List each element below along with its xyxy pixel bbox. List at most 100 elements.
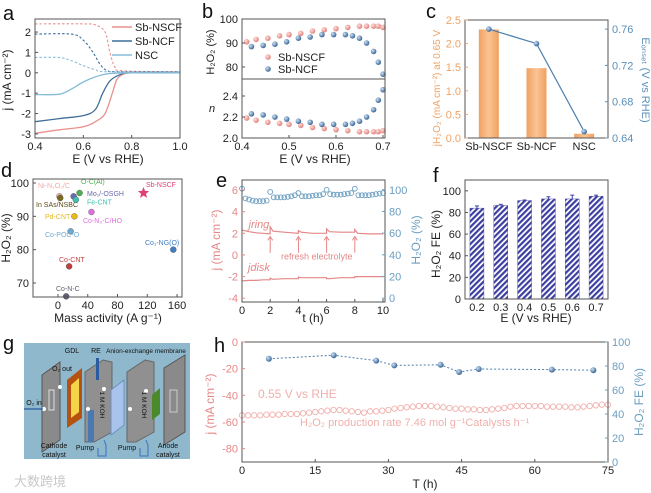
h2o2-point <box>327 191 333 197</box>
y-tick-label: 90 <box>226 38 238 50</box>
current-point <box>470 406 477 413</box>
n-point-Sb-NCF <box>319 121 325 128</box>
lower-y-axis-label: n <box>209 103 215 115</box>
pump-label: Pump <box>118 445 136 452</box>
h2o2-point <box>306 193 312 200</box>
bar-0.6 <box>565 198 580 300</box>
y-tick-label: 100 <box>220 14 238 26</box>
category-label: 0.7 <box>588 302 603 314</box>
point-label: In SAs/NSBC <box>36 202 78 209</box>
y-tick-label: 60 <box>449 229 461 241</box>
point-label: Mo₁/-OSGH <box>87 191 124 198</box>
h2o2-point <box>373 191 379 197</box>
membrane-label: Anion-exchange membrane <box>106 348 186 355</box>
h2o2-point-Sb-NCF <box>272 41 278 47</box>
h2o2-point <box>246 196 252 203</box>
panel-letter-b: b <box>202 1 213 23</box>
port-marker <box>102 387 106 391</box>
current-point <box>586 402 593 410</box>
y-tick-label: 0.68 <box>612 97 633 109</box>
point-marker <box>63 293 70 300</box>
point-label: Pd-CNT <box>45 214 71 221</box>
h2o2-point <box>337 191 344 198</box>
legend-label: Sb-NCF <box>135 36 175 48</box>
cathode-end-plate <box>41 361 61 453</box>
current-point <box>482 406 490 414</box>
panel-letter-c: c <box>426 1 436 23</box>
o2-out-label: O₂ out <box>52 366 72 373</box>
current-point <box>330 406 337 414</box>
reference-electrode <box>96 358 99 380</box>
y-tick-label: 0 <box>232 337 238 349</box>
panel-g-flow-cell-diagram: GDL RE Anion-exchange membrane O₂ out O₂ in 1… <box>24 343 190 459</box>
x-tick-label: 0.4 <box>234 141 249 153</box>
h2o2-point <box>302 193 309 200</box>
x-tick-label: 75 <box>602 465 614 477</box>
ring-current-line-Sb-NSCF <box>34 23 181 73</box>
y-tick-label: 2.5 <box>446 15 461 27</box>
panel-letter-a: a <box>3 3 15 25</box>
category-label: Sb-NSCF <box>465 141 512 153</box>
h2o2-point <box>309 192 316 199</box>
x-axis-label: T (h) <box>412 477 437 491</box>
legend-label: Sb-NCF <box>278 64 318 76</box>
current-point <box>519 402 526 410</box>
y-tick-label: 70 <box>17 278 29 290</box>
point-label: Sb-NSCF <box>146 182 176 189</box>
star-marker-Sb-NSCF <box>137 187 150 198</box>
current-point <box>257 412 264 419</box>
y-tick-label: -3 <box>21 129 31 141</box>
panel-letter-d: d <box>1 160 12 182</box>
y-tick-label: 20 <box>612 433 624 445</box>
bar-NSC <box>574 133 595 138</box>
port-marker <box>144 389 148 393</box>
panel-letter: f <box>433 165 439 187</box>
h2o2-point <box>242 195 249 202</box>
current-point <box>263 411 270 418</box>
y-tick-label: 2.2 <box>223 112 238 124</box>
h2o2-point-Sb-NSCF <box>321 27 328 33</box>
h2o2-point <box>323 186 330 193</box>
upper-y-axis-label: H₂O₂ (%) <box>205 29 217 74</box>
n-point-Sb-NSCF <box>297 122 304 129</box>
current-point <box>452 405 459 412</box>
h2o2-point <box>281 194 288 201</box>
current-point <box>366 408 374 415</box>
n-point-Sb-NCF <box>283 116 290 122</box>
pump-label: Pump <box>76 445 94 452</box>
n-point-Sb-NSCF <box>265 119 271 126</box>
y-tick-label: 2 <box>232 228 238 240</box>
h2o2-point <box>362 192 369 199</box>
y-tick-label: 0.72 <box>612 60 633 72</box>
n-point-Sb-NSCF <box>321 125 328 132</box>
ring-current-line-Sb-NCF <box>34 33 181 73</box>
fe-point <box>330 352 337 359</box>
disk-current-line-NSC <box>34 72 181 96</box>
y-tick-label: -60 <box>222 417 238 429</box>
n-point-Sb-NCF <box>370 106 377 113</box>
y-tick-label: -2 <box>228 272 238 284</box>
current-point <box>488 406 496 413</box>
y-axis-label: j (mA cm⁻²) <box>0 50 14 112</box>
category-label: 0.6 <box>565 302 580 314</box>
j-disk-line <box>241 276 383 282</box>
h2o2-point <box>316 192 323 199</box>
bar-0.7 <box>588 196 604 300</box>
y-tick-label: -1 <box>21 88 31 100</box>
category-label: NSC <box>573 141 596 153</box>
re-label: RE <box>91 348 101 355</box>
current-point <box>495 405 502 412</box>
arrow-head-icon <box>323 235 330 241</box>
koh-label: 1 M KOH <box>140 392 147 419</box>
n-point-Sb-NCF <box>307 119 313 126</box>
current-point <box>507 403 514 410</box>
current-point <box>244 412 252 419</box>
h2o2-point <box>277 194 284 201</box>
current-point <box>293 410 301 418</box>
panel-letter: b <box>202 1 213 23</box>
y-tick-label: 1.5 <box>446 62 461 74</box>
panel-letter: h <box>214 335 225 357</box>
n-point-Sb-NSCF <box>253 117 259 123</box>
plot-frame <box>32 178 183 298</box>
n-point-Sb-NCF <box>330 121 337 128</box>
